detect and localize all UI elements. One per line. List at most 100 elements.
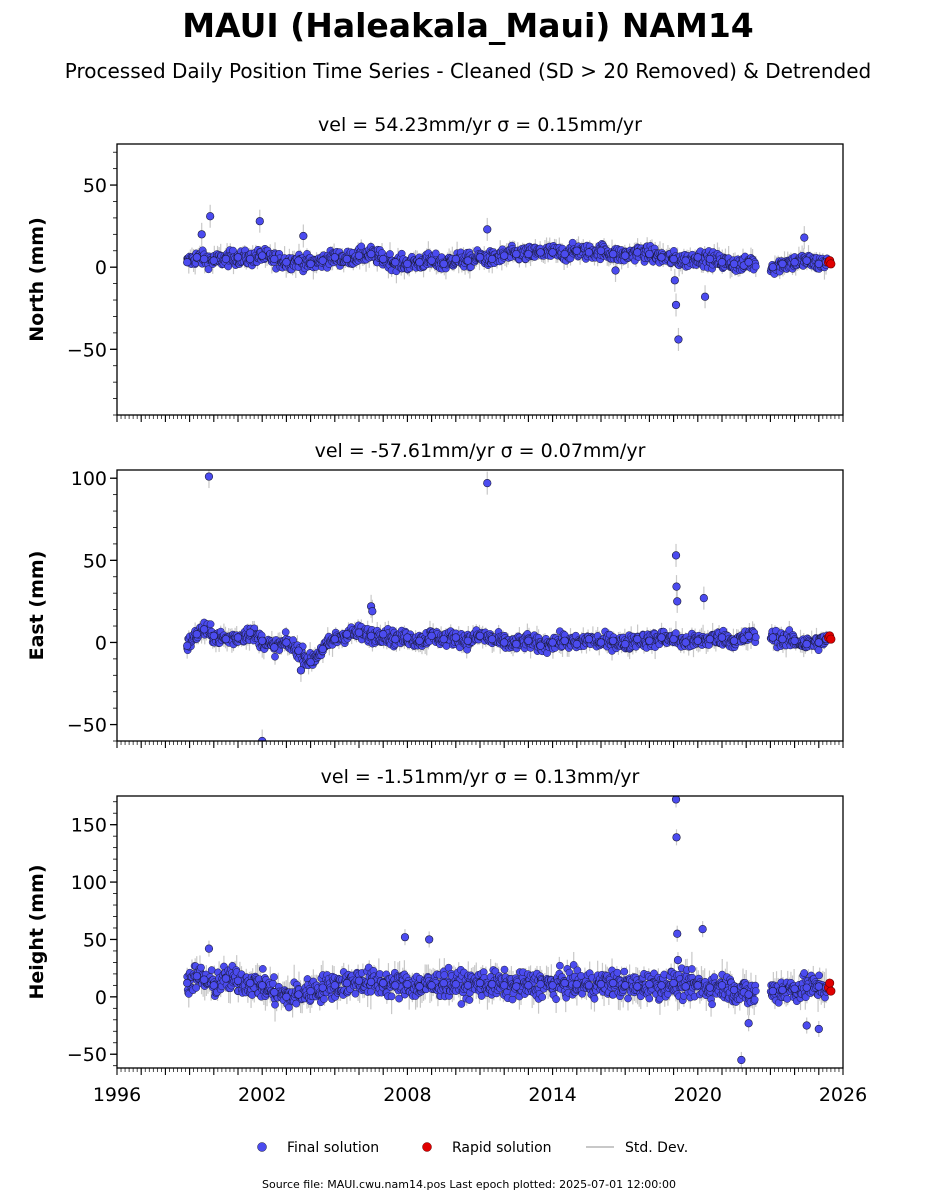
data-point-final (465, 996, 474, 1004)
data-point-final (271, 1000, 279, 1009)
data-point-final (672, 582, 681, 591)
data-point-final (209, 256, 218, 265)
data-point-final (204, 265, 213, 274)
data-point-final (621, 251, 630, 260)
data-point-final (246, 628, 255, 637)
data-point-final (671, 300, 681, 310)
data-point-final (608, 249, 618, 259)
data-point-final (206, 620, 215, 629)
data-point-final (681, 256, 690, 265)
data-point-final (475, 631, 485, 640)
data-point-final (294, 256, 303, 265)
data-point-final (318, 256, 327, 265)
data-point-final (524, 249, 533, 259)
data-point-final (608, 636, 618, 645)
data-point-final (729, 259, 739, 268)
data-point-final (700, 292, 710, 301)
y-tick-label: 0 (95, 257, 107, 279)
data-point-final (613, 968, 622, 977)
data-point-final (778, 259, 787, 268)
data-point-final (192, 630, 201, 639)
data-point-final (488, 254, 497, 264)
data-point-final (611, 266, 620, 275)
data-point-final (657, 253, 666, 262)
data-point-final (500, 965, 509, 974)
data-point-final (354, 628, 364, 637)
data-point-rapid (826, 259, 836, 269)
data-point-final (633, 635, 642, 644)
data-point-final (693, 636, 702, 645)
y-axis-label: North (mm) (26, 217, 48, 342)
data-point-final (512, 639, 521, 649)
data-point-final (258, 965, 267, 973)
data-point-final (367, 249, 376, 259)
data-point-final (671, 551, 681, 560)
data-point-final (645, 249, 654, 259)
data-point-final (699, 594, 708, 603)
data-point-final (258, 636, 267, 645)
data-point-final (814, 259, 823, 268)
data-point-final (463, 636, 473, 645)
data-point-final (475, 253, 485, 262)
data-point-final (560, 249, 569, 259)
data-point-final (221, 254, 230, 264)
data-point-final (572, 246, 581, 255)
data-point-final (255, 217, 264, 226)
data-point-final (296, 666, 306, 675)
data-point-final (391, 258, 400, 267)
data-point-final (368, 607, 377, 616)
y-tick-label: −50 (67, 715, 107, 737)
data-point-final (200, 625, 209, 634)
data-point-final (621, 639, 630, 649)
data-point-final (197, 963, 205, 972)
data-point-final (596, 246, 606, 255)
data-point-final (281, 628, 290, 636)
data-point-final (183, 641, 192, 650)
data-point-final (415, 258, 424, 267)
y-axis-label: East (mm) (26, 551, 48, 661)
data-point-final (633, 248, 642, 257)
data-point-final (536, 641, 545, 650)
data-point-final (508, 995, 517, 1004)
figure-title: MAUI (Haleakala_Maui) NAM14 (182, 6, 754, 45)
data-point-final (705, 254, 715, 264)
data-point-final (192, 253, 201, 262)
data-point-final (768, 263, 777, 272)
data-point-final (778, 635, 787, 644)
data-point-final (556, 961, 564, 970)
data-point-final (814, 638, 823, 647)
data-point-final (376, 970, 384, 978)
data-point-final (729, 636, 739, 645)
data-point-final (596, 638, 606, 647)
data-point-final (681, 638, 690, 647)
data-point-final (802, 256, 811, 265)
data-point-final (270, 643, 279, 652)
data-point-final (463, 256, 473, 265)
data-point-final (669, 254, 678, 264)
data-point-final (379, 254, 388, 264)
data-point-final (512, 249, 521, 259)
figure-subtitle: Processed Daily Position Time Series - C… (65, 59, 871, 83)
panel-1: vel = -57.61mm/yr σ = 0.07mm/yr East (mm)… (26, 440, 844, 748)
data-point-final (367, 631, 376, 640)
data-point-final (751, 633, 760, 642)
data-point-final (670, 276, 679, 285)
data-point-final (457, 1000, 466, 1008)
data-point-final (209, 631, 218, 640)
data-point-final (483, 479, 492, 488)
data-point-final (391, 635, 400, 644)
data-point-final (560, 636, 569, 645)
panel-title: vel = -1.51mm/yr σ = 0.13mm/yr (321, 766, 640, 788)
data-point-final (351, 989, 360, 998)
data-point-final (292, 999, 301, 1008)
y-tick-label: 0 (95, 632, 107, 654)
data-point-final (403, 259, 412, 268)
data-point-final (431, 249, 440, 258)
data-point-final (233, 253, 243, 262)
data-point-final (488, 635, 497, 644)
plot-area (183, 204, 836, 351)
data-point-final (271, 652, 279, 661)
data-point-final (674, 335, 683, 344)
data-point-final (814, 646, 823, 655)
data-point-rapid (826, 634, 836, 644)
